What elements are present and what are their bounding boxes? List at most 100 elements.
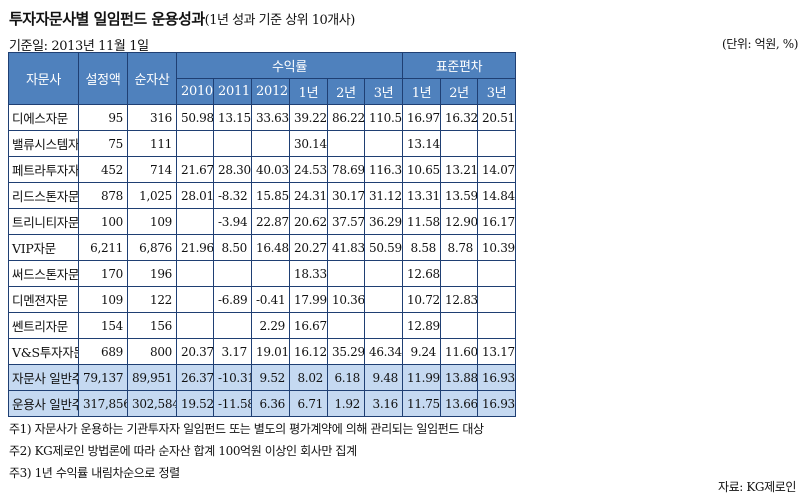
value-cell: 2.29 — [251, 312, 290, 339]
value-cell: 30.14 — [289, 130, 328, 157]
advisor-name-cell: 밸류시스템자문 — [8, 130, 79, 157]
summary-row: 자문사 일반주식79,13789,95126.37-10.319.528.026… — [8, 364, 517, 391]
value-cell — [477, 130, 517, 157]
value-cell: 1.92 — [327, 390, 365, 417]
footnotes: 주1) 자문사가 운용하는 기관투자자 일임펀드 또는 별도의 평가계약에 의해… — [9, 418, 484, 484]
table-row: 페트라투자자문45271421.6728.3040.0324.5378.6911… — [8, 156, 517, 183]
advisor-name-cell: V&S투자자문 — [8, 338, 79, 365]
value-cell: 14.84 — [477, 182, 517, 209]
value-cell: 16.93 — [477, 390, 517, 417]
title-sub: (1년 성과 기준 상위 10개사) — [204, 13, 356, 28]
value-cell — [477, 286, 517, 313]
value-cell: 39.22 — [289, 104, 328, 131]
value-cell: 11.99 — [402, 364, 442, 391]
value-cell: 156 — [127, 312, 177, 339]
value-cell: 878 — [78, 182, 128, 209]
value-cell: 6.18 — [327, 364, 365, 391]
value-cell: 13.88 — [440, 364, 479, 391]
value-cell: 13.15 — [213, 104, 252, 131]
value-cell: 8.58 — [402, 234, 442, 261]
value-cell: 12.68 — [402, 260, 442, 287]
advisor-name-cell: 자문사 일반주식 — [8, 364, 79, 391]
value-cell — [440, 312, 479, 339]
value-cell: 116.35 — [363, 156, 404, 183]
value-cell: 100 — [78, 208, 128, 235]
header-return-2010: 2010 — [176, 78, 214, 105]
header-return-2y: 2년 — [327, 78, 365, 105]
value-cell: 11.58 — [402, 208, 442, 235]
table-row: 디에스자문 95 316 50.98 13.15 33.63 39.22 86.22 110.5… — [8, 104, 517, 131]
value-cell: 16.32 — [440, 104, 479, 131]
value-cell: 24.53 — [289, 156, 328, 183]
header-return-2011: 2011 — [213, 78, 252, 105]
advisor-name-cell: 써드스톤자문 — [8, 260, 79, 287]
table-row: 리드스톤자문 878 1,025 28.01 -8.32 15.85 24.31 30.17 3… — [8, 182, 517, 209]
value-cell: -8.32 — [213, 182, 252, 209]
value-cell: 10.36 — [327, 286, 365, 313]
value-cell: 36.29 — [363, 208, 404, 235]
value-cell: 31.12 — [363, 182, 404, 209]
value-cell: -10.31 — [213, 364, 252, 391]
value-cell: 13.31 — [402, 182, 442, 209]
table-row: 밸류시스템자문75111 30.14 13.14 — [8, 130, 517, 157]
value-cell: 6,211 — [78, 234, 128, 261]
value-cell — [440, 260, 479, 287]
value-cell — [176, 286, 214, 313]
value-cell: 13.17 — [477, 338, 517, 365]
value-cell: 13.66 — [440, 390, 479, 417]
value-cell — [327, 312, 365, 339]
value-cell: 17.99 — [289, 286, 328, 313]
advisor-name-cell: 리드스톤자문 — [8, 182, 79, 209]
header-stdev: 표준편차 — [402, 52, 517, 79]
value-cell: 3.16 — [363, 390, 404, 417]
value-cell: 452 — [78, 156, 128, 183]
advisor-name-cell: 운용사 일반주식 — [8, 390, 79, 417]
base-date: 기준일: 2013년 11월 1일 — [9, 39, 149, 54]
value-cell: 714 — [127, 156, 177, 183]
value-cell: 10.65 — [402, 156, 442, 183]
value-cell: 170 — [78, 260, 128, 287]
footnote-3: 주3) 1년 수익률 내림차순으로 정렬 — [9, 466, 180, 480]
value-cell: 9.52 — [251, 364, 290, 391]
value-cell — [477, 260, 517, 287]
value-cell: 28.01 — [176, 182, 214, 209]
value-cell: 317,856 — [78, 390, 128, 417]
value-cell: 800 — [127, 338, 177, 365]
value-cell: 6.71 — [289, 390, 328, 417]
value-cell: 24.31 — [289, 182, 328, 209]
value-cell: 13.14 — [402, 130, 442, 157]
value-cell: 41.83 — [327, 234, 365, 261]
header-return-3y: 3년 — [363, 78, 404, 105]
value-cell: 21.67 — [176, 156, 214, 183]
advisor-name-cell: 쎈트리자문 — [8, 312, 79, 339]
value-cell: 37.57 — [327, 208, 365, 235]
header-return-1y: 1년 — [289, 78, 328, 105]
advisor-name-cell: 디멘젼자문 — [8, 286, 79, 313]
value-cell: 20.62 — [289, 208, 328, 235]
value-cell: 19.01 — [251, 338, 290, 365]
value-cell: 13.59 — [440, 182, 479, 209]
table-row: 디멘젼자문 109 122 -6.89 -0.41 17.99 10.36 10.72 12.8… — [8, 286, 517, 313]
value-cell: 95 — [78, 104, 128, 131]
value-cell: 109 — [127, 208, 177, 235]
value-cell: 16.17 — [477, 208, 517, 235]
value-cell — [176, 208, 214, 235]
value-cell: 689 — [78, 338, 128, 365]
value-cell: 78.69 — [327, 156, 365, 183]
value-cell: -6.89 — [213, 286, 252, 313]
value-cell — [176, 312, 214, 339]
value-cell: 122 — [127, 286, 177, 313]
value-cell: 26.37 — [176, 364, 214, 391]
footnote-2: 주2) KG제로인 방법론에 따라 순자산 합계 100억원 이상인 회사만 집… — [9, 444, 357, 458]
table-row: 트리니티자문 100 109 -3.94 22.87 20.62 37.57 36.29 11.… — [8, 208, 517, 235]
value-cell — [363, 260, 404, 287]
header-returns: 수익률 — [175, 52, 404, 79]
value-cell: 16.12 — [289, 338, 328, 365]
footnote-1: 주1) 자문사가 운용하는 기관투자자 일임펀드 또는 별도의 평가계약에 의해… — [9, 422, 484, 436]
advisor-name-cell: 디에스자문 — [8, 104, 79, 131]
header-stdev-1y: 1년 — [402, 78, 442, 105]
value-cell — [251, 260, 290, 287]
value-cell: 79,137 — [78, 364, 128, 391]
advisor-name-cell: VIP자문 — [8, 234, 79, 261]
value-cell: 89,951 — [127, 364, 177, 391]
